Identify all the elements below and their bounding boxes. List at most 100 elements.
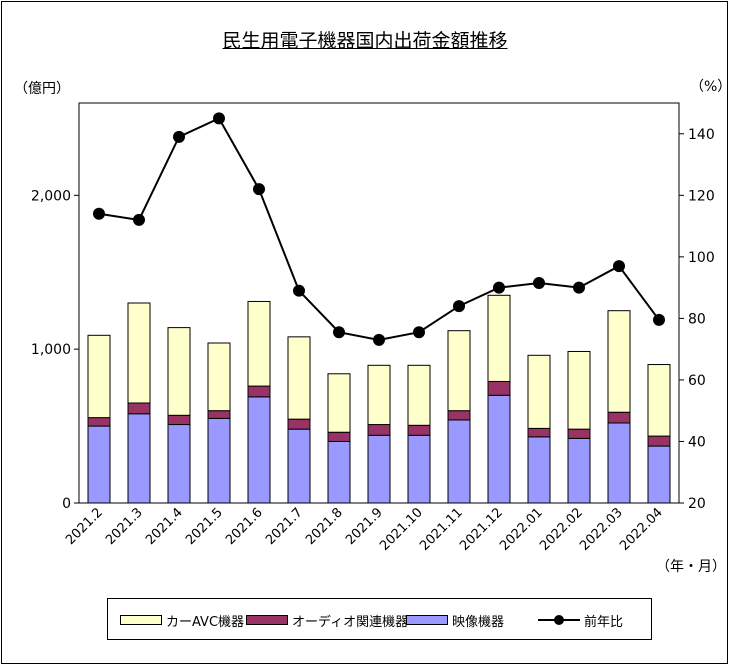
legend-label-audio: オーディオ関連機器 <box>292 614 409 630</box>
yoy-line-point <box>333 326 345 339</box>
x-axis-tick-label: 2021.10 <box>377 505 426 554</box>
chart-title: 民生用電子機器国内出荷金額推移 <box>222 30 508 52</box>
yoy-line-point <box>493 281 505 294</box>
bar-segment <box>167 327 191 416</box>
legend-swatch-video <box>406 615 448 625</box>
yoy-line-point <box>213 112 225 125</box>
bar-segment <box>207 342 231 412</box>
x-axis-tick-label: 2022.01 <box>497 505 546 554</box>
legend-swatch-car-avc <box>120 615 162 625</box>
bar-segment <box>287 418 311 430</box>
yoy-line-point <box>453 300 465 313</box>
bar-segment <box>247 385 271 398</box>
bar-segment <box>327 431 351 442</box>
yoy-line <box>98 117 660 341</box>
y2-axis-unit-label: （%） <box>690 79 730 95</box>
bar-segment <box>567 428 591 439</box>
bar-segment <box>127 413 151 504</box>
bar-segment <box>207 410 231 419</box>
legend-label-yoy: 前年比 <box>584 614 624 630</box>
bar-segment <box>287 336 311 420</box>
bar-segment <box>447 330 471 412</box>
bar-segment <box>487 394 511 504</box>
x-axis-unit-label: （年・月） <box>656 559 726 575</box>
bar-segment <box>367 424 391 436</box>
yoy-line-point <box>413 326 425 339</box>
x-axis-tick-label: 2021.7 <box>263 505 306 548</box>
bar-segment <box>607 310 631 413</box>
yoy-line-point <box>373 333 385 346</box>
bar-segment <box>447 410 471 421</box>
chart-legend: カーAVC機器 オーディオ関連機器 映像機器 前年比 <box>107 598 652 640</box>
legend-item-yoy: 前年比 <box>538 611 624 630</box>
bar-segment <box>527 354 551 429</box>
legend-label-car-avc: カーAVC機器 <box>166 614 245 630</box>
bar-segment <box>247 396 271 504</box>
bar-segment <box>527 427 551 438</box>
x-axis-tick-label: 2021.8 <box>303 505 346 548</box>
legend-item-car-avc: カーAVC機器 <box>120 611 245 630</box>
bar-segment <box>207 417 231 504</box>
legend-item-video: 映像機器 <box>406 611 505 630</box>
x-axis-tick-label: 2021.4 <box>143 505 186 548</box>
bar-segment <box>87 334 111 419</box>
bar-segment <box>287 428 311 504</box>
yoy-line-point <box>533 277 545 289</box>
y-axis-tick-label: 0 <box>62 496 71 512</box>
yoy-line-point <box>653 313 665 326</box>
x-axis-tick-label: 2022.02 <box>537 505 586 554</box>
bar-segment <box>87 425 111 504</box>
yoy-line-point <box>253 183 265 196</box>
bar-segment <box>527 436 551 504</box>
bar-segment <box>127 402 151 415</box>
yoy-line-point <box>293 284 305 297</box>
legend-swatch-audio <box>246 615 288 625</box>
y2-axis-tick-label: 60 <box>688 373 706 389</box>
bar-segment <box>567 350 591 430</box>
legend-line-marker <box>538 615 580 625</box>
bar-segment <box>327 373 351 433</box>
bar-segment <box>647 435 671 447</box>
yoy-line-point <box>93 207 105 220</box>
bar-segment <box>647 364 671 437</box>
bar-segment <box>567 437 591 504</box>
bar-segment <box>167 414 191 426</box>
y-axis-tick-label: 2,000 <box>31 188 71 204</box>
bar-segment <box>647 445 671 504</box>
bar-segment <box>487 294 511 382</box>
yoy-line-point <box>613 260 625 273</box>
bar-segment <box>407 434 431 504</box>
y2-axis-tick-label: 80 <box>688 311 706 327</box>
x-axis-tick-label: 2021.12 <box>457 505 506 554</box>
chart-plot: 01,0002,000204060801001201402021.22021.3… <box>31 102 715 554</box>
x-axis-tick-label: 2022.04 <box>617 505 666 554</box>
y-axis-unit-label: （億円） <box>14 81 70 97</box>
y2-axis-tick-label: 120 <box>688 188 715 204</box>
bar-segment <box>607 422 631 504</box>
bar-segment <box>487 380 511 396</box>
yoy-line-point <box>133 213 145 226</box>
y2-axis-tick-label: 20 <box>688 496 706 512</box>
bar-segment <box>607 411 631 424</box>
x-axis-tick-label: 2022.03 <box>577 505 626 554</box>
y2-axis-tick-label: 40 <box>688 434 706 450</box>
bar-segment <box>327 440 351 504</box>
y2-axis-tick-label: 140 <box>688 127 715 143</box>
bar-segment <box>407 364 431 426</box>
y-axis-tick-label: 1,000 <box>31 342 71 358</box>
bar-segment <box>367 364 391 426</box>
bar-segment <box>167 424 191 504</box>
yoy-line-point <box>573 281 585 294</box>
yoy-line-point <box>173 130 185 143</box>
x-axis-tick-label: 2021.5 <box>183 505 226 548</box>
x-axis-tick-label: 2021.6 <box>223 505 266 548</box>
legend-label-video: 映像機器 <box>452 614 505 630</box>
x-axis-tick-label: 2021.11 <box>417 505 466 554</box>
bar-segment <box>247 300 271 387</box>
bar-segment <box>447 419 471 504</box>
legend-item-audio: オーディオ関連機器 <box>246 611 409 630</box>
bar-segment <box>407 424 431 436</box>
x-axis-tick-label: 2021.3 <box>103 505 146 548</box>
bar-segment <box>87 417 111 427</box>
